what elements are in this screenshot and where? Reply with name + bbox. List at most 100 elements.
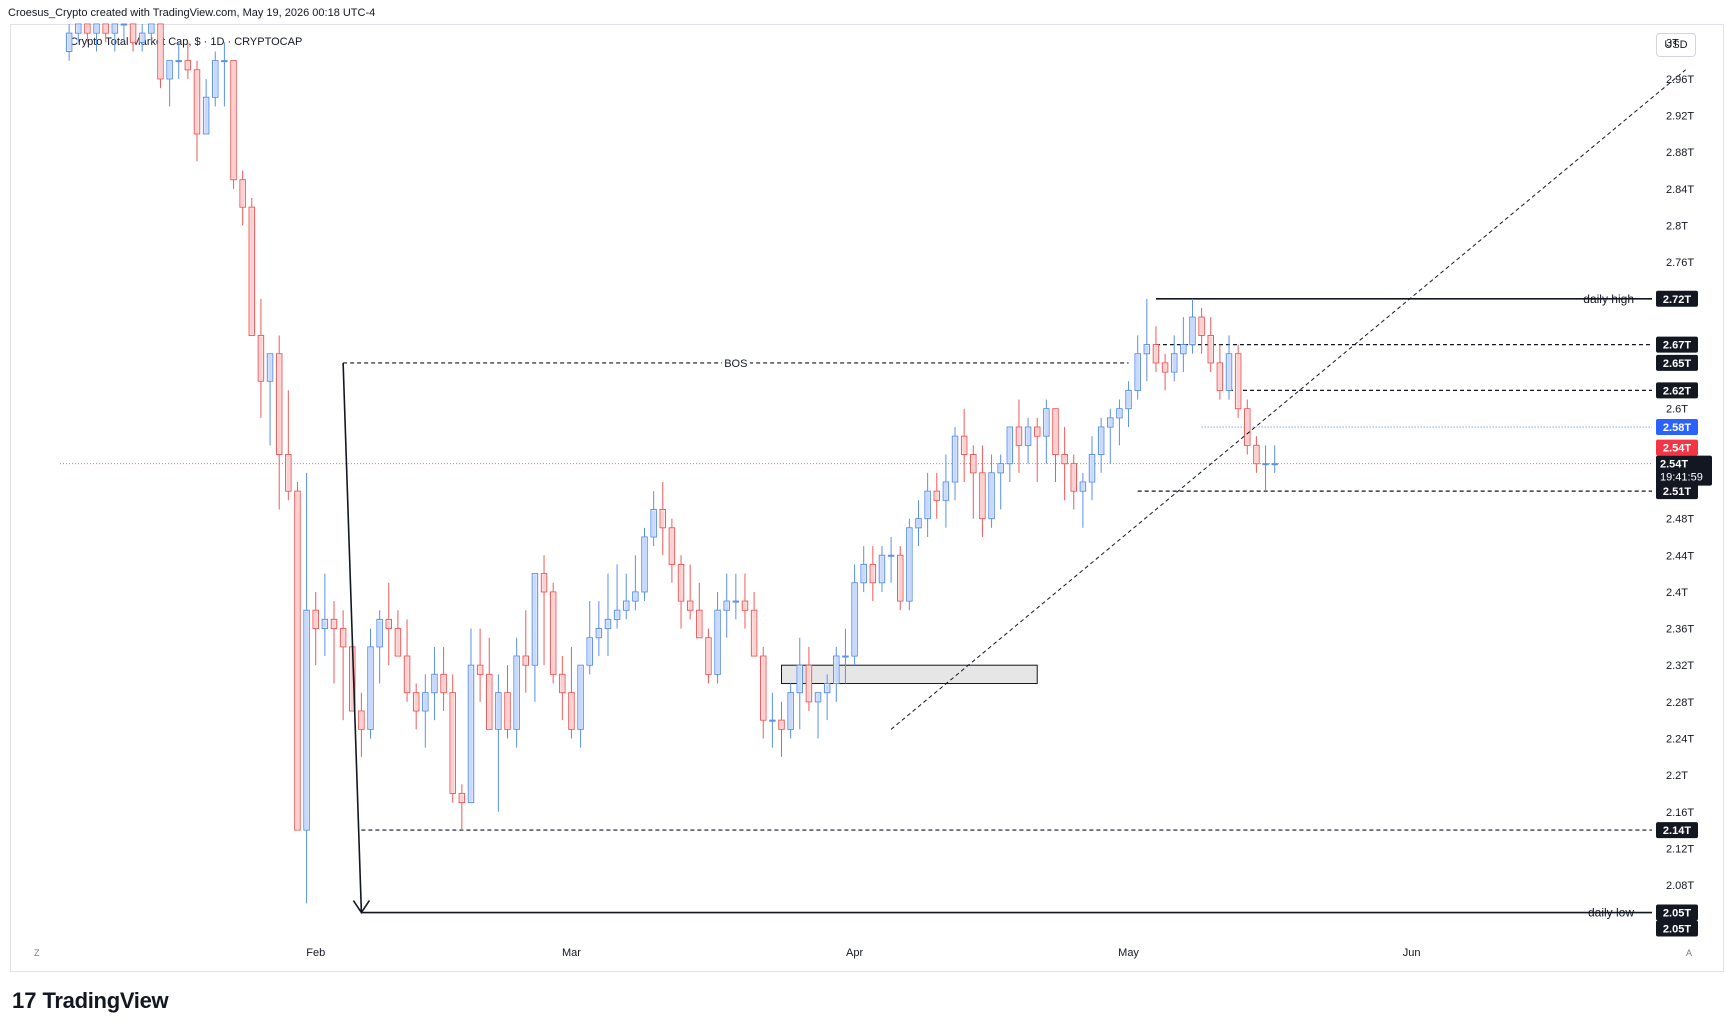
arrow-head-icon: [352, 900, 371, 914]
candle-fill: [304, 611, 309, 830]
candle-fill: [533, 574, 537, 665]
brand-name: TradingView: [42, 988, 169, 1013]
level-label-1: 2.67T: [1663, 340, 1691, 352]
candle-fill: [268, 354, 272, 381]
y-tick-label: 2.76T: [1666, 257, 1694, 269]
candle-fill: [1199, 318, 1204, 335]
candle-fill: [642, 537, 647, 591]
candle-fill: [1172, 354, 1176, 372]
candle-fill: [1254, 446, 1259, 463]
candle-body: [221, 60, 228, 63]
auto-scale-button[interactable]: A: [1686, 948, 1693, 958]
candle-fill: [944, 483, 948, 500]
level-label-bg-2: [1656, 354, 1698, 371]
candle-fill: [405, 657, 409, 692]
level-label-bg-3: [1656, 382, 1698, 399]
candle-fill: [542, 574, 546, 591]
last-price-label: 2.54T: [1660, 459, 1688, 471]
candle-fill: [697, 611, 702, 637]
candle-fill: [1154, 345, 1158, 362]
candle-fill: [140, 34, 144, 42]
candle-fill: [460, 794, 464, 802]
candle-fill: [743, 602, 747, 610]
timezone-button[interactable]: Z: [34, 948, 40, 958]
level-label-bg-4: [1656, 419, 1698, 436]
candle-fill: [606, 620, 610, 628]
candle-fill: [1135, 354, 1140, 390]
candle-fill: [670, 528, 674, 564]
level-label-0: 2.72T: [1663, 294, 1691, 306]
level-label-4: 2.58T: [1663, 422, 1691, 434]
candle-fill: [514, 657, 519, 729]
low-label: 2.05T: [1663, 924, 1691, 936]
candle-fill: [560, 675, 565, 692]
candle-fill: [761, 657, 765, 720]
candle-fill: [551, 592, 555, 674]
candle-fill: [578, 666, 583, 729]
chart-credit: Croesus_Crypto created with TradingView.…: [8, 7, 376, 19]
level-label-2: 2.65T: [1663, 358, 1691, 370]
candle-fill: [998, 464, 1003, 472]
candle-body: [120, 23, 128, 26]
candle-fill: [332, 620, 336, 628]
candle-fill: [1209, 336, 1213, 362]
x-tick-label: Jun: [1403, 947, 1421, 959]
x-tick-label: May: [1118, 947, 1139, 959]
candle-fill: [825, 684, 829, 692]
candle-fill: [496, 693, 501, 729]
candle-fill: [1090, 455, 1094, 481]
candle-fill: [1145, 345, 1149, 353]
candle-fill: [359, 712, 364, 729]
candle-fill: [779, 721, 784, 729]
tradingview-logo-icon: 17: [12, 988, 37, 1013]
y-tick-label: 2.84T: [1666, 184, 1694, 196]
level-label-bg-0: [1656, 290, 1698, 307]
candle-fill: [633, 592, 638, 601]
candle-fill: [505, 693, 510, 729]
candle-fill: [1044, 409, 1049, 436]
candle-fill: [688, 602, 692, 610]
candle-fill: [167, 61, 172, 78]
candle-fill: [706, 638, 711, 674]
level-label-bg-5: [1656, 483, 1698, 500]
bos-label-bg: [721, 354, 750, 369]
x-tick-label: Apr: [846, 947, 863, 959]
candle-fill: [377, 620, 382, 646]
candle-fill: [423, 693, 428, 710]
candle-fill: [195, 70, 199, 133]
candle-fill: [414, 693, 418, 710]
candle-body: [732, 600, 740, 603]
candle-fill: [852, 583, 857, 656]
candle-fill: [158, 25, 163, 78]
demand-zone: [781, 664, 1038, 685]
candle-fill: [277, 354, 281, 454]
level-label-bg-6: [1656, 822, 1698, 839]
level-label-bg-1: [1656, 336, 1698, 353]
currency-button[interactable]: USD: [1656, 33, 1696, 57]
candle-fill: [387, 620, 391, 628]
candle-fill: [368, 647, 373, 729]
level-annotation-0: daily high: [1583, 292, 1634, 306]
candle-fill: [935, 492, 939, 500]
level-label-6: 2.14T: [1663, 825, 1691, 837]
trendline-1: [890, 69, 1686, 730]
candle-fill: [213, 61, 217, 97]
candle-fill: [587, 638, 592, 665]
candle-fill: [1236, 354, 1240, 408]
candle-fill: [487, 675, 491, 729]
candle-fill: [1062, 455, 1067, 463]
candle-fill: [807, 666, 811, 701]
candle-fill: [971, 455, 976, 472]
candle-fill: [871, 565, 875, 582]
chart-frame[interactable]: [10, 24, 1724, 972]
y-tick-label: 2.48T: [1666, 514, 1694, 526]
symbol-title[interactable]: Crypto Total Market Cap, $ · 1D · CRYPTO…: [70, 36, 303, 48]
level-annotation-7: daily low: [1588, 906, 1634, 920]
candle-fill: [880, 556, 884, 582]
level-label-7: 2.05T: [1663, 908, 1691, 920]
y-tick-label: 2.24T: [1666, 733, 1694, 745]
candle-fill: [1126, 391, 1131, 408]
candle-fill: [1218, 363, 1222, 390]
candle-fill: [1190, 318, 1195, 344]
